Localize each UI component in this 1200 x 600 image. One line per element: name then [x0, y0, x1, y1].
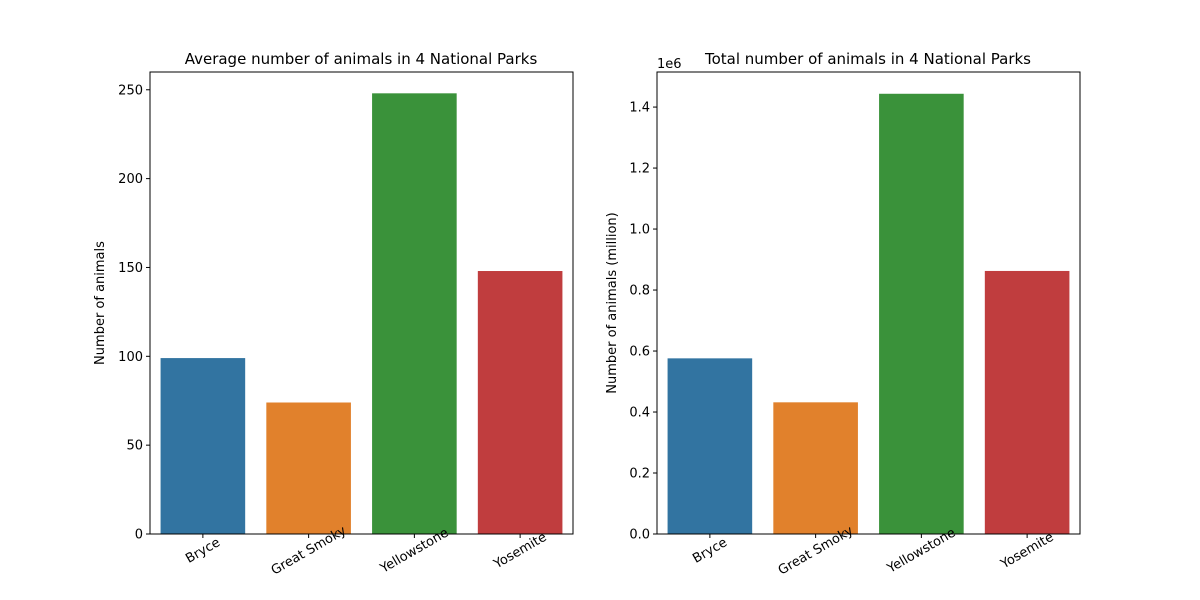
- y-axis-ticks: 0 50 100 150 200 250: [118, 83, 150, 543]
- y-tick-label: 1.0: [629, 223, 650, 238]
- bar-great-smoky: [266, 402, 351, 534]
- average-animals-chart: Average number of animals in 4 National …: [93, 50, 574, 578]
- y-tick-label: 150: [118, 261, 143, 276]
- y-tick-label: 250: [118, 83, 143, 98]
- chart-title: Total number of animals in 4 National Pa…: [704, 50, 1031, 68]
- bar-yellowstone: [372, 93, 457, 535]
- axes-frame: [656, 71, 1081, 535]
- y-tick-label: 0.4: [629, 406, 650, 421]
- y-axis-label: Number of animals: [93, 241, 108, 365]
- y-tick-label: 1.2: [629, 162, 650, 177]
- y-tick-label: 0.6: [629, 345, 650, 360]
- bar-yellowstone: [879, 93, 964, 534]
- y-offset-text: 1e6: [657, 57, 682, 72]
- bars: [160, 93, 563, 535]
- chart-title: Average number of animals in 4 National …: [185, 50, 538, 68]
- bar-great-smoky: [773, 402, 858, 534]
- bar-bryce: [667, 358, 753, 534]
- y-tick-label: 50: [126, 439, 143, 454]
- y-tick-label: 200: [118, 172, 143, 187]
- y-tick-label: 0.8: [629, 284, 650, 299]
- bar-yosemite: [984, 270, 1070, 534]
- total-animals-chart: Total number of animals in 4 National Pa…: [605, 50, 1081, 578]
- y-tick-label: 0: [135, 528, 143, 543]
- y-axis-label: Number of animals (million): [605, 212, 620, 393]
- y-tick-label: 1.4: [629, 101, 650, 116]
- y-axis-ticks: 0.0 0.2 0.4 0.6 0.8 1.0 1.2 1.4: [629, 101, 657, 543]
- bar-yosemite: [477, 271, 563, 534]
- axes-frame: [149, 71, 574, 535]
- y-tick-label: 0.2: [629, 467, 650, 482]
- y-tick-label: 100: [118, 350, 143, 365]
- bar-bryce: [160, 358, 246, 534]
- bars: [667, 93, 1070, 534]
- y-tick-label: 0.0: [629, 528, 650, 543]
